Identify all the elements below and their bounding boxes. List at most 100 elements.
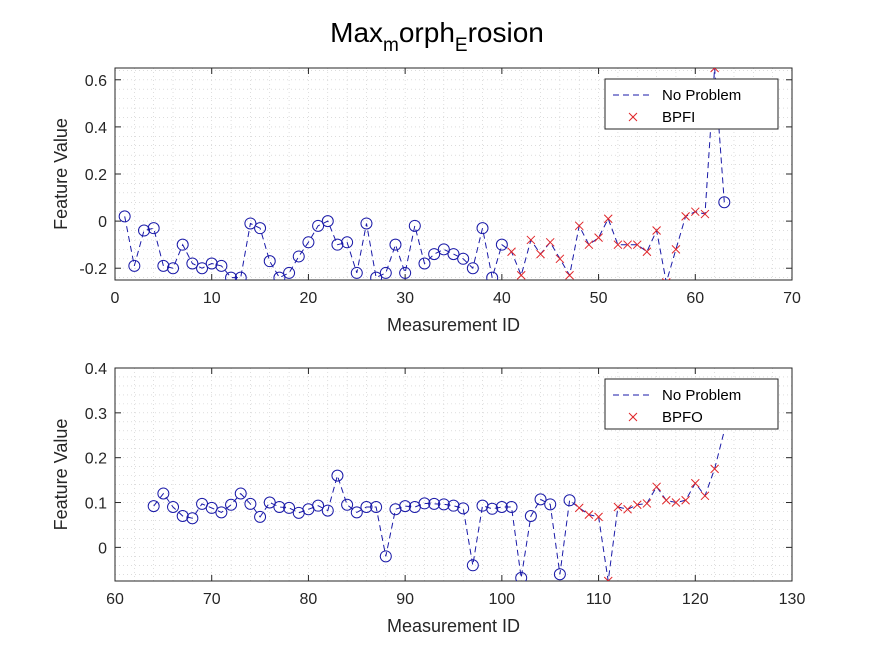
data-point-circle <box>331 238 344 251</box>
data-point-circle <box>370 271 383 280</box>
data-point-circle <box>254 510 267 523</box>
data-point-circle <box>283 266 296 279</box>
data-point-x <box>652 482 661 492</box>
data-point-circle <box>263 255 276 268</box>
data-point-x <box>594 512 603 522</box>
data-point-x <box>652 226 661 235</box>
data-point-circle <box>466 262 479 275</box>
data-point-circle <box>447 248 460 261</box>
data-point-x <box>632 500 642 510</box>
data-point-x <box>613 240 623 250</box>
data-point-circle <box>457 502 470 515</box>
legend-label-no-problem: No Problem <box>662 387 741 404</box>
data-point-x <box>603 214 613 224</box>
data-point-circle <box>379 266 392 279</box>
data-point-circle <box>167 501 180 514</box>
data-point-circle <box>370 501 383 514</box>
y-tick-label: 0.4 <box>85 361 107 378</box>
grid <box>115 368 792 581</box>
data-point-circle <box>283 501 296 514</box>
x-tick-label: 20 <box>300 290 318 307</box>
x-tick-label: 110 <box>586 591 612 608</box>
data-point-circle <box>176 238 189 251</box>
data-point-circle <box>215 506 228 519</box>
series-line-no-problem <box>153 430 725 581</box>
x-tick-label: 90 <box>396 591 414 608</box>
data-point-circle <box>321 504 334 517</box>
data-point-circle <box>428 248 441 261</box>
data-point-circle <box>457 252 470 265</box>
data-point-circle <box>505 501 518 514</box>
data-point-circle <box>476 222 489 235</box>
data-point-circle <box>486 502 499 515</box>
data-point-circle <box>321 215 334 228</box>
data-point-circle <box>360 217 373 230</box>
x-axis-label: Measurement ID <box>387 616 520 636</box>
data-point-circle <box>428 497 441 510</box>
data-point-circle <box>418 497 431 510</box>
plot-content <box>147 430 725 581</box>
data-point-x <box>700 209 710 219</box>
data-point-x <box>710 464 719 474</box>
data-point-x <box>574 503 584 513</box>
data-point-circle <box>157 487 170 500</box>
data-point-x <box>642 499 652 508</box>
data-point-circle <box>437 243 450 256</box>
data-point-x <box>516 270 526 280</box>
data-point-circle <box>186 512 199 525</box>
x-tick-label: 120 <box>682 591 709 608</box>
data-point-circle <box>312 499 325 512</box>
y-tick-label: 0 <box>98 540 107 557</box>
data-point-x <box>681 212 690 221</box>
legend-label-no-problem: No Problem <box>662 87 741 104</box>
y-tick-label: 0.2 <box>85 167 107 184</box>
data-point-circle <box>341 498 354 511</box>
data-point-x <box>574 221 584 231</box>
data-point-circle <box>350 266 363 279</box>
data-point-circle <box>234 487 247 500</box>
title-part-mid: orph <box>399 17 455 48</box>
y-axis-label: Feature Value <box>51 118 71 230</box>
data-point-x <box>536 249 545 259</box>
x-tick-label: 60 <box>106 591 124 608</box>
data-point-circle <box>495 238 508 251</box>
data-point-circle <box>466 559 479 572</box>
data-point-circle <box>225 498 238 511</box>
title-part-main: Max <box>330 17 383 48</box>
x-tick-label: 40 <box>493 290 511 307</box>
data-point-circle <box>379 550 392 563</box>
data-point-circle <box>447 499 460 512</box>
data-point-circle <box>244 217 257 230</box>
data-point-x <box>642 247 652 257</box>
legend-box <box>604 378 779 430</box>
data-point-circle <box>544 498 557 511</box>
data-point-x <box>507 247 516 257</box>
x-tick-label: 100 <box>489 591 516 608</box>
data-point-circle <box>147 500 160 513</box>
x-tick-label: 30 <box>396 290 414 307</box>
data-point-circle <box>360 501 373 514</box>
x-tick-label: 130 <box>779 591 806 608</box>
data-point-circle <box>196 262 209 275</box>
y-axis-label: Feature Value <box>51 419 71 531</box>
legend-label-fault: BPFO <box>662 409 703 426</box>
data-point-circle <box>234 271 247 280</box>
data-point-circle <box>186 257 199 270</box>
data-point-circle <box>399 500 412 513</box>
x-tick-label: 50 <box>590 290 608 307</box>
data-point-circle <box>350 506 363 519</box>
legend-swatch-fault <box>628 112 638 122</box>
x-tick-label: 0 <box>111 290 120 307</box>
data-point-circle <box>176 509 189 522</box>
data-point-circle <box>515 571 528 581</box>
data-point-x <box>671 498 681 507</box>
data-point-circle <box>437 498 450 511</box>
chart-title: MaxmorphErosion <box>330 17 544 56</box>
data-point-circle <box>312 219 325 232</box>
title-subscript-e: E <box>455 35 468 56</box>
x-tick-label: 10 <box>203 290 221 307</box>
y-tick-label: 0.1 <box>85 496 107 513</box>
bottom-subplot: 60 70 80 90 100 110 120 130 0 0.1 0.2 0.3 0.4 Measure… <box>51 361 805 636</box>
data-point-circle <box>273 501 286 514</box>
